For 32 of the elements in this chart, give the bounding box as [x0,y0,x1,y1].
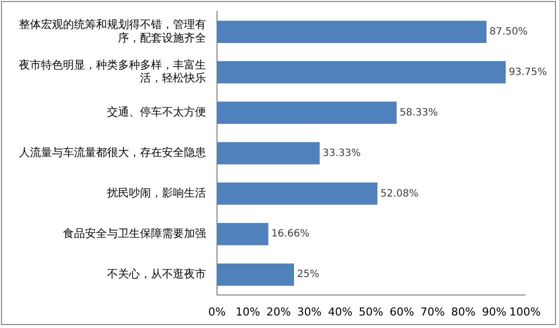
x-tick-label: 80% [451,305,476,318]
bar [217,102,397,124]
data-label: 33.33% [322,148,361,159]
y-tick-label: 人流量与车流量都很大，存在安全隐患 [19,146,206,160]
x-tick-label: 100% [509,305,541,318]
y-tick-label: 交通、停车不太方便 [107,106,206,119]
x-tick-label: 60% [390,305,414,318]
data-label: 16.66% [271,228,310,240]
y-tick-label: 扰民吵闹，影响生活 [106,186,206,200]
x-tick-label: 90% [482,305,506,318]
y-tick-label: 整体宏观的统筹和规划得不错，管理有序，配套设施齐全 [19,18,206,44]
data-label: 58.33% [400,107,438,118]
bar [217,20,486,43]
y-tick-label: 不关心，从不逛夜市 [107,267,206,280]
bar [217,263,294,286]
bar [217,222,268,246]
data-label: 52.08% [380,188,419,200]
bar [217,61,506,84]
bar [217,142,320,164]
x-tick-label: 50% [358,305,384,318]
x-tick-label: 20% [266,305,291,318]
x-tick-label: 70% [420,305,445,318]
data-label: 87.50% [490,26,528,38]
data-label: 25% [297,269,320,280]
x-tick-label: 30% [297,305,322,318]
bar [217,182,378,205]
y-tick-label: 夜市特色明显，种类多种多样，丰富生活，轻松快乐 [19,58,206,85]
x-tick-label: 10% [236,305,260,318]
x-tick-label: 0% [208,305,226,318]
data-label: 93.75% [508,66,547,78]
y-tick-label: 食品安全与卫生保障需要加强 [63,226,206,240]
x-tick-label: 40% [328,305,352,318]
